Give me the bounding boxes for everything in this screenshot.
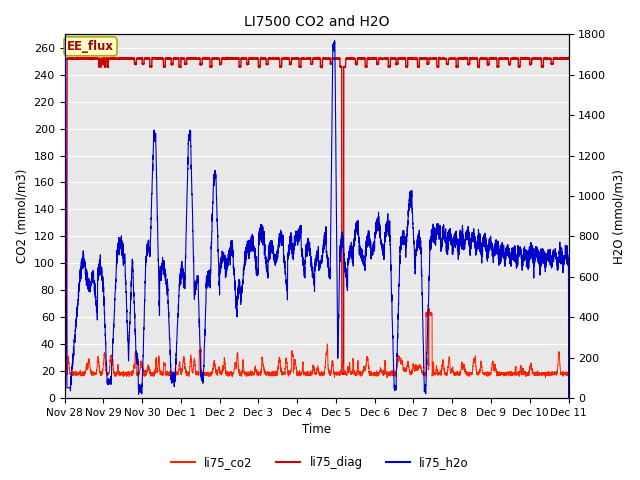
Y-axis label: CO2 (mmol/m3): CO2 (mmol/m3) xyxy=(15,169,28,264)
Text: EE_flux: EE_flux xyxy=(67,40,114,53)
X-axis label: Time: Time xyxy=(302,423,331,436)
Title: LI7500 CO2 and H2O: LI7500 CO2 and H2O xyxy=(244,15,389,29)
Legend: li75_co2, li75_diag, li75_h2o: li75_co2, li75_diag, li75_h2o xyxy=(166,452,474,474)
Y-axis label: H2O (mmol/m3): H2O (mmol/m3) xyxy=(612,168,625,264)
